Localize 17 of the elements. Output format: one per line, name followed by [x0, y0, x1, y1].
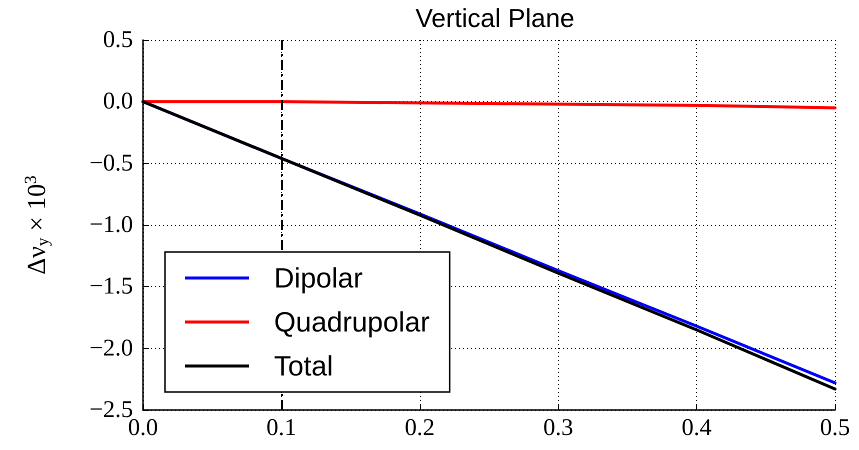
y-tick-label: −1.0	[89, 212, 133, 238]
x-tick-label: 0.2	[404, 415, 435, 441]
y-tick-label: −2.0	[89, 335, 133, 362]
legend-label: Total	[274, 350, 334, 382]
y-tick-label: −1.5	[89, 274, 133, 300]
chart-title: Vertical Plane	[416, 3, 574, 33]
line-series	[142, 100, 836, 110]
x-tick-label: 0.4	[682, 415, 712, 441]
y-tick-label: 0.0	[103, 88, 133, 115]
x-tick-label: 0.1	[266, 415, 296, 441]
legend-label: Quadrupolar	[274, 306, 430, 338]
legend-label: Dipolar	[274, 262, 363, 294]
x-tick-label: 0.3	[543, 415, 574, 441]
y-tick-label: −0.5	[89, 150, 133, 176]
y-axis-title: Δνy × 103	[21, 175, 52, 275]
x-tick-label: 0.5	[820, 415, 850, 441]
y-tick-label: 0.5	[103, 27, 133, 53]
